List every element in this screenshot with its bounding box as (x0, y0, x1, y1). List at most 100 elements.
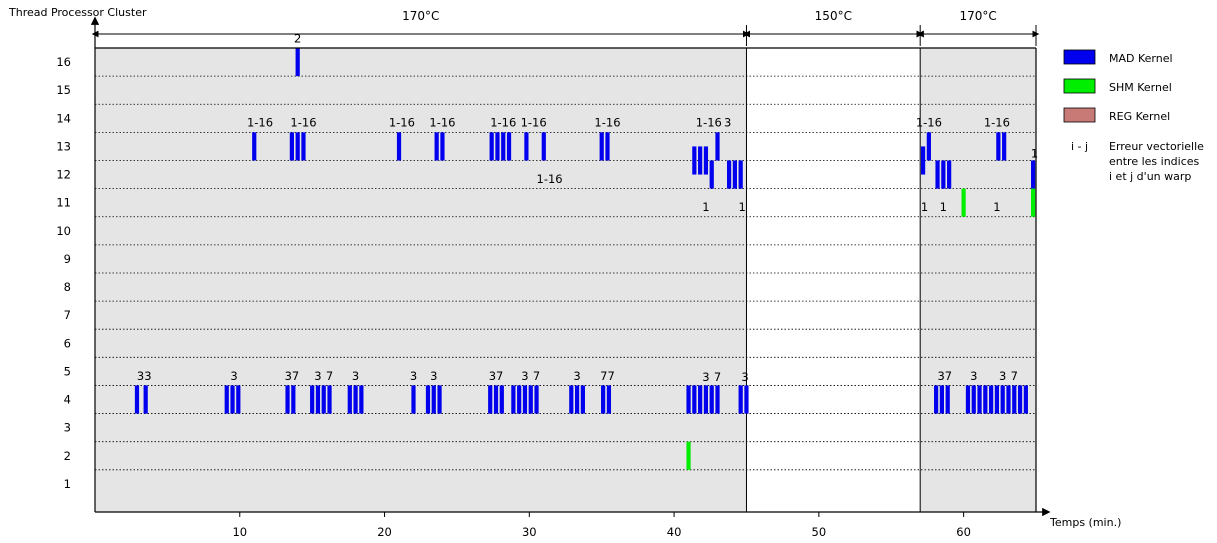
error-bar (285, 385, 290, 414)
error-bar (703, 385, 709, 414)
error-bar (347, 385, 352, 414)
bar-annotation: 3 (724, 116, 731, 130)
phase-label: 170°C (402, 9, 439, 23)
error-bar (495, 132, 500, 161)
error-bar (506, 132, 512, 161)
y-tick-label: 1 (64, 477, 71, 491)
bar-annotation: 7 (714, 370, 721, 384)
y-tick-label: 3 (64, 421, 71, 435)
error-bar (1017, 385, 1023, 414)
error-bar (994, 385, 1000, 414)
error-bar (574, 385, 580, 414)
error-bar (939, 385, 944, 414)
error-bar (488, 385, 493, 414)
y-tick-label: 9 (64, 252, 71, 266)
phase-shade (920, 48, 1036, 512)
bar-annotations: 21-16 1-16 1-16 1-16 1-16 1-161-161-16 1-16 31 1… (137, 31, 1038, 384)
axes (90, 16, 1051, 517)
error-bar (295, 48, 300, 77)
legend-swatch (1063, 49, 1096, 65)
error-bar (224, 385, 229, 414)
error-bar (977, 385, 982, 414)
bar-annotation: 1-16 (916, 116, 942, 130)
error-bar (327, 385, 332, 414)
error-bar (528, 385, 533, 414)
bar-annotation: 1-16 (389, 116, 415, 130)
error-bar (606, 385, 612, 414)
legend-swatch (1063, 78, 1096, 94)
error-bar (230, 385, 235, 414)
error-bar (437, 385, 442, 414)
bar-annotation: 1 (940, 200, 947, 214)
y-tick-label: 10 (56, 224, 71, 238)
error-bar (440, 132, 445, 161)
y-axis-label: Thread Processor Cluster (8, 6, 147, 19)
error-bar (934, 385, 939, 414)
error-bar (601, 385, 606, 414)
bar-annotation: 1-16 (984, 116, 1010, 130)
error-bar (692, 146, 697, 175)
error-bar (541, 132, 546, 161)
error-bar (920, 146, 926, 175)
error-bar (599, 132, 604, 161)
phase-label: 170°C (959, 9, 996, 23)
error-bar (315, 385, 321, 414)
error-bar (511, 385, 516, 414)
phase-shade (95, 48, 747, 512)
bar-annotation: 3 (521, 369, 528, 383)
error-bar (580, 385, 585, 414)
error-bar (941, 160, 946, 189)
x-tick-label: 60 (956, 525, 971, 539)
error-bar (709, 160, 714, 189)
error-bar (359, 385, 364, 414)
error-bar (396, 132, 402, 161)
error-bar (569, 385, 574, 414)
legend-label: SHM Kernel (1109, 81, 1172, 94)
error-bar (715, 385, 720, 414)
y-tick-label: 7 (64, 308, 71, 322)
y-tick-label: 13 (56, 139, 71, 153)
y-tick-label: 8 (64, 280, 71, 294)
legend-swatch (1063, 107, 1096, 123)
bar-annotation: 37 (937, 369, 952, 383)
error-bar (715, 132, 720, 161)
error-bar (1031, 160, 1036, 189)
bar-annotation: 77 (600, 369, 615, 383)
error-bar (1023, 385, 1028, 414)
error-bar (252, 132, 257, 161)
error-bar (524, 132, 529, 161)
bar-annotation: 1 (1031, 147, 1038, 161)
error-bar (605, 132, 610, 161)
bar-annotation: 1-16 (594, 116, 620, 130)
bar-annotation: 3 (999, 369, 1006, 383)
error-bar (321, 385, 326, 414)
error-bar (1012, 385, 1017, 414)
error-bar (709, 385, 714, 414)
error-bar (744, 385, 749, 414)
legend-label: MAD Kernel (1109, 52, 1173, 65)
error-bar (947, 160, 952, 189)
bar-annotation: 1 (738, 200, 745, 214)
y-tick-label: 2 (64, 449, 71, 463)
error-bar (738, 385, 743, 414)
legend-note-line: Erreur vectorielle (1109, 140, 1204, 153)
bar-annotation: 3 (573, 369, 580, 383)
error-bar (501, 132, 506, 161)
bar-annotation: 3 (410, 369, 417, 383)
error-bar (726, 160, 732, 189)
bar-annotation: 3 (970, 369, 977, 383)
legend-label: REG Kernel (1109, 110, 1170, 123)
y-tick-label: 14 (56, 111, 71, 125)
bar-annotation: 3 (230, 369, 237, 383)
error-bar (425, 385, 431, 414)
error-bar (983, 385, 988, 414)
error-bar (143, 385, 148, 414)
x-tick-label: 20 (377, 525, 392, 539)
y-tick-label: 15 (56, 83, 71, 97)
legend-note-symbol: i - j (1071, 140, 1088, 153)
error-bar (738, 160, 743, 189)
bar-annotation: 7 (1011, 369, 1018, 383)
x-tick-label: 40 (667, 525, 682, 539)
